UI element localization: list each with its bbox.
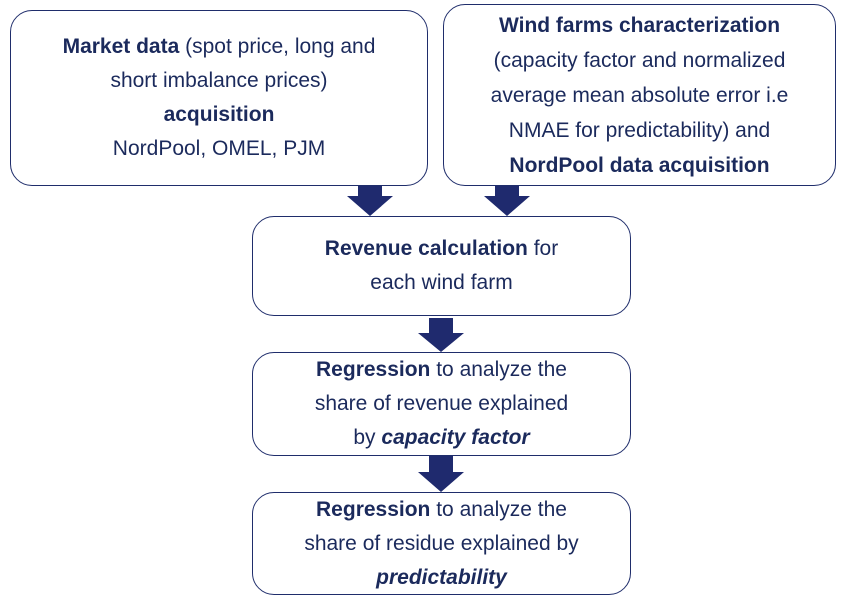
text-segment: NMAE for predictability) and [508,118,771,142]
text-line: share of revenue explained [315,387,568,421]
text-segment: (capacity factor and normalized [493,48,786,72]
text-segment: each wind farm [370,271,513,294]
text-segment: Market data [62,35,180,58]
text-segment: to analyze the [430,497,567,521]
text-segment: predictability [376,565,507,589]
text-segment: for [527,237,559,260]
process-box: Market data (spot price, long and short i… [10,10,428,186]
text-line: (capacity factor and normalized [494,43,786,78]
arrow [484,180,530,216]
text-segment: Regression [316,497,431,521]
text-segment: Regression [316,358,431,381]
text-line: predictability [376,561,507,595]
text-segment: acquisition [163,103,275,126]
text-line: by capacity factor [353,421,529,455]
text-line: acquisition [164,98,275,132]
text-segment: short imbalance prices) [110,69,328,92]
text-segment: Revenue calculation [324,237,528,260]
text-segment: (spot price, long and [179,35,376,58]
text-segment: share of revenue explained [314,392,569,415]
text-segment: capacity factor [381,426,530,449]
text-segment: by [353,426,382,449]
text-segment: NordPool data acquisition [509,153,770,177]
text-line: Regression to analyze the [316,493,567,527]
arrow [347,180,393,216]
text-line: Revenue calculation for [325,232,558,266]
arrow [418,456,464,492]
process-box: Revenue calculation for each wind farm [252,216,631,316]
text-line: NordPool, OMEL, PJM [113,132,325,166]
text-line: NMAE for predictability) and [509,113,770,148]
arrow [418,318,464,352]
process-box: Regression to analyze the share of residu… [252,492,631,595]
text-segment: NordPool, OMEL, PJM [112,137,326,160]
text-line: each wind farm [370,266,512,300]
process-box: Regression to analyze the share of revenu… [252,352,631,456]
text-segment: to analyze the [430,358,567,381]
text-line: NordPool data acquisition [509,148,769,183]
text-segment: average mean absolute error i.e [490,83,789,107]
text-line: share of residue explained by [304,527,578,561]
text-line: Regression to analyze the [316,353,567,387]
text-line: Market data (spot price, long and [63,30,376,64]
text-segment: share of residue explained by [304,531,579,555]
text-line: short imbalance prices) [110,64,327,98]
text-line: average mean absolute error i.e [491,78,789,113]
text-segment: Wind farms characterization [498,13,781,37]
text-line: Wind farms characterization [499,8,780,43]
process-box: Wind farms characterization (capacity fac… [443,4,836,186]
